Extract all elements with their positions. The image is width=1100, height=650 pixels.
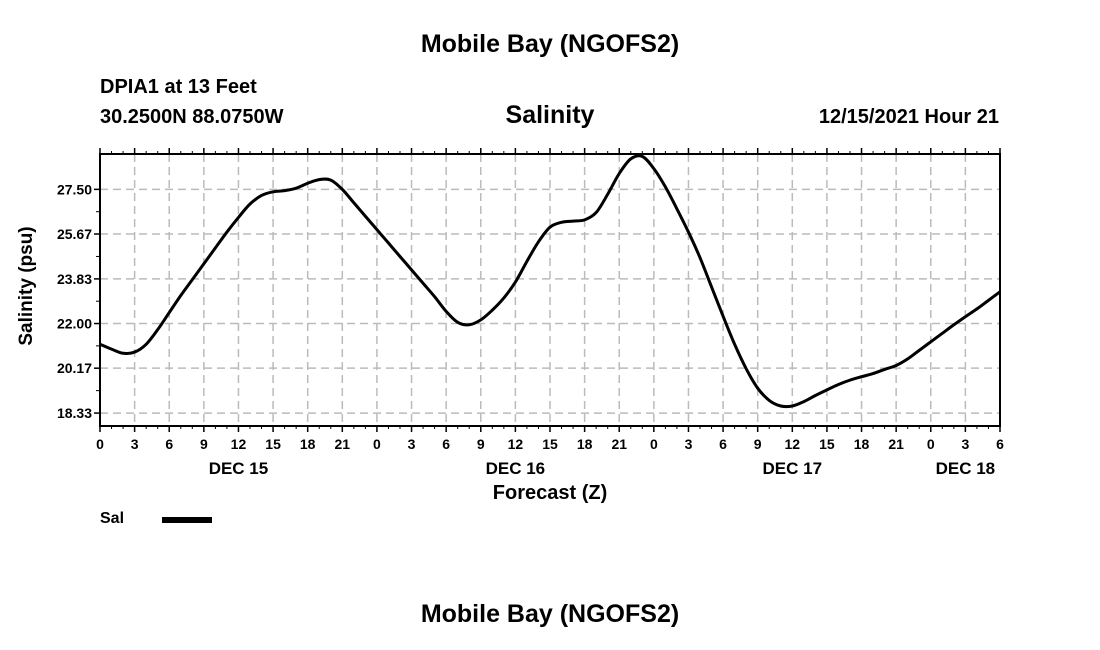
- x-tick-label: 18: [300, 436, 316, 452]
- x-tick-label: 0: [96, 436, 104, 452]
- y-tick-label: 27.50: [57, 181, 92, 197]
- page-title: Mobile Bay (NGOFS2): [420, 30, 680, 58]
- x-tick-label: 18: [577, 436, 593, 452]
- x-tick-label: 0: [927, 436, 935, 452]
- x-tick-label: 3: [408, 436, 416, 452]
- x-tick-label: 9: [754, 436, 762, 452]
- x-tick-label: 9: [477, 436, 485, 452]
- chart-series: [99, 154, 1001, 409]
- chart-grid: [100, 154, 1000, 426]
- x-tick-label: 21: [611, 436, 627, 452]
- x-day-label: DEC 16: [486, 459, 546, 478]
- x-tick-label: 3: [131, 436, 139, 452]
- x-tick-label: 21: [335, 436, 351, 452]
- x-tick-label: 6: [719, 436, 727, 452]
- forecast-timestamp: 12/15/2021 Hour 21: [818, 106, 999, 128]
- chart-title: Salinity: [505, 101, 595, 129]
- x-day-label: DEC 18: [936, 459, 996, 478]
- footer-title: Mobile Bay (NGOFS2): [420, 600, 680, 628]
- x-tick-label: 15: [819, 436, 835, 452]
- x-tick-label: 3: [961, 436, 969, 452]
- series-line-sal: [99, 154, 1001, 409]
- legend-label: Sal: [100, 510, 125, 527]
- y-tick-label: 23.83: [57, 271, 92, 287]
- x-tick-label: 12: [231, 436, 247, 452]
- x-tick-label: 21: [888, 436, 904, 452]
- y-tick-label: 18.33: [57, 405, 92, 421]
- x-tick-label: 6: [996, 436, 1004, 452]
- y-tick-label: 20.17: [57, 360, 92, 376]
- y-tick-label: 22.00: [57, 316, 92, 332]
- x-tick-label: 6: [165, 436, 173, 452]
- station-coordinates: 30.2500N 88.0750W: [100, 106, 284, 128]
- plot-frame: [99, 153, 1001, 427]
- x-day-label: DEC 17: [763, 459, 823, 478]
- legend-swatch: [162, 517, 212, 523]
- x-tick-label: 0: [650, 436, 658, 452]
- x-tick-label: 15: [542, 436, 558, 452]
- x-tick-label: 12: [785, 436, 801, 452]
- x-tick-label: 15: [265, 436, 281, 452]
- x-tick-label: 6: [442, 436, 450, 452]
- y-tick-label: 25.67: [57, 226, 92, 242]
- x-axis-label: Forecast (Z): [492, 482, 608, 504]
- x-tick-label: 12: [508, 436, 524, 452]
- station-label: DPIA1 at 13 Feet: [100, 76, 257, 98]
- x-tick-label: 18: [854, 436, 870, 452]
- y-axis-label: Salinity (psu): [16, 226, 37, 346]
- x-tick-label: 3: [685, 436, 693, 452]
- x-tick-label: 0: [373, 436, 381, 452]
- x-day-label: DEC 15: [209, 459, 269, 478]
- x-tick-label: 9: [200, 436, 208, 452]
